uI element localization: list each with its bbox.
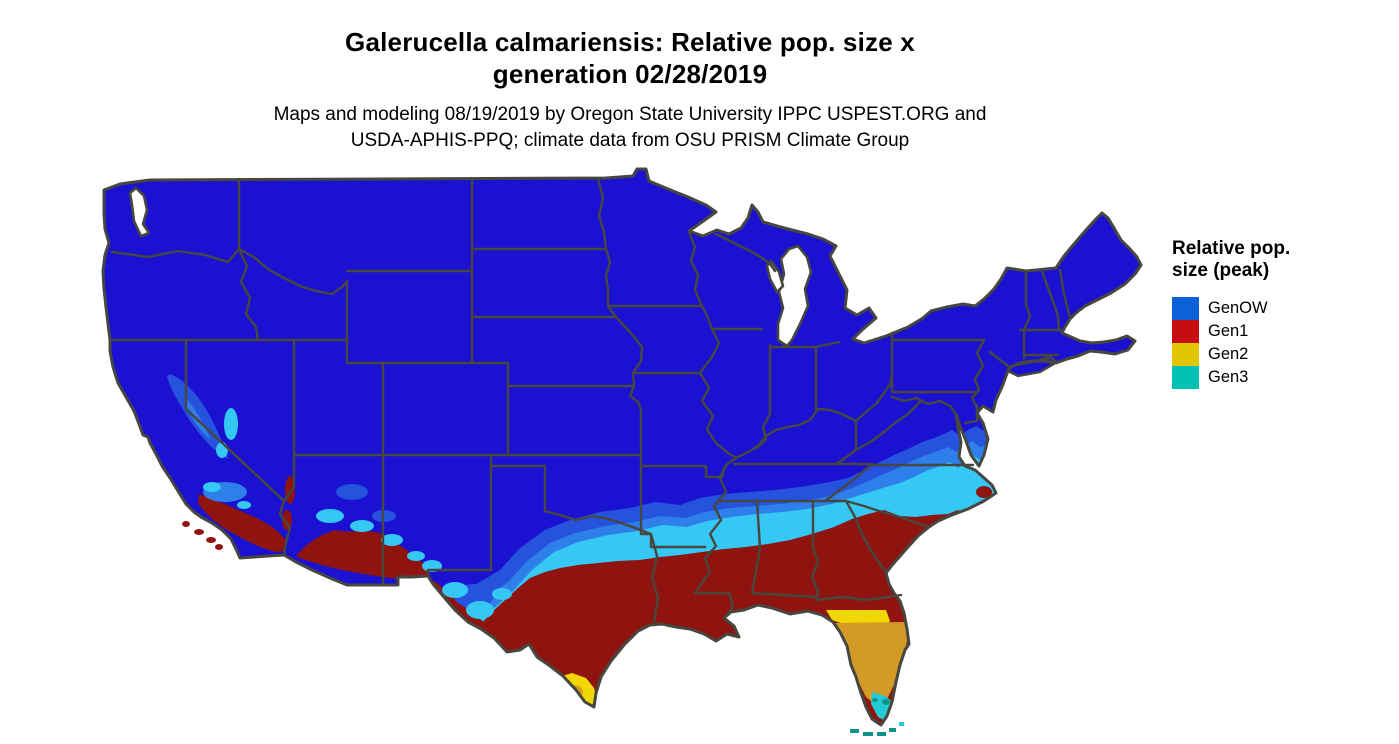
puget-sound — [128, 186, 151, 238]
mogollon-medium-blue — [336, 484, 368, 500]
legend-label-gen1: Gen1 — [1208, 322, 1249, 340]
legend-label-gen3: Gen3 — [1208, 368, 1249, 386]
az-cyan-3 — [381, 534, 403, 546]
legend-label-gen2: Gen2 — [1208, 345, 1249, 363]
page-title: Galerucella calmariensis: Relative pop. … — [0, 26, 1260, 90]
channel-island-4 — [215, 544, 223, 550]
title-line-1: Galerucella calmariensis: Relative pop. … — [345, 27, 915, 57]
wtx-cyan-3 — [492, 588, 512, 600]
az-cyan-2 — [350, 520, 374, 532]
legend-row-gen2: Gen2 — [1172, 343, 1392, 366]
legend-title-line-1: Relative pop. — [1172, 238, 1291, 259]
florida-teal-speck-1 — [882, 699, 890, 705]
legend-swatch-gen2 — [1172, 343, 1199, 366]
florida-key-3 — [877, 732, 886, 736]
map-legend: Relative pop. size (peak) GenOW Gen1 Gen… — [1172, 238, 1392, 389]
legend-swatch-gen3 — [1172, 366, 1199, 389]
legend-title-line-2: size (peak) — [1172, 260, 1270, 281]
florida-key-4 — [889, 728, 896, 732]
subtitle-line-2: USDA-APHIS-PPQ; climate data from OSU PR… — [350, 130, 910, 151]
state-borders — [108, 177, 1072, 623]
legend-row-gen3: Gen3 — [1172, 366, 1392, 389]
band-genow-deep-blue — [103, 169, 1141, 725]
figure-subtitle: Maps and modeling 08/19/2019 by Oregon S… — [0, 102, 1260, 154]
channel-island-3 — [206, 537, 216, 543]
socal-red-blob — [198, 494, 286, 552]
socal-cyan-2 — [237, 501, 251, 509]
legend-swatch-genow — [1172, 297, 1199, 320]
legend-row-genow: GenOW — [1172, 297, 1392, 320]
wtx-cyan-1 — [442, 582, 468, 598]
outer-banks-red — [976, 486, 992, 498]
green-bay — [765, 259, 785, 294]
lake-michigan — [776, 244, 813, 348]
channel-island-2 — [194, 529, 204, 535]
legend-label-genow: GenOW — [1208, 299, 1268, 317]
legend-items: GenOW Gen1 Gen2 Gen3 — [1172, 297, 1392, 389]
sierra-cyan — [224, 408, 238, 440]
lakes — [128, 186, 813, 348]
legend-swatch-gen1 — [1172, 320, 1199, 343]
florida-teal-speck-3 — [872, 698, 878, 702]
colorado-river-red-2 — [282, 510, 292, 530]
central-valley-bright — [186, 398, 211, 440]
wtx-cyan-2 — [466, 601, 494, 619]
legend-row-gen1: Gen1 — [1172, 320, 1392, 343]
florida-key-2 — [863, 732, 873, 736]
subtitle-line-1: Maps and modeling 08/19/2019 by Oregon S… — [273, 104, 987, 125]
florida-key-1 — [850, 729, 859, 733]
legend-title: Relative pop. size (peak) — [1172, 238, 1392, 282]
figure-header: Galerucella calmariensis: Relative pop. … — [0, 0, 1260, 154]
us-outline — [101, 167, 1143, 727]
title-line-2: generation 02/28/2019 — [492, 59, 768, 89]
channel-island-1 — [182, 521, 190, 527]
nm-cyan-1 — [407, 551, 425, 561]
socal-cyan — [203, 482, 221, 492]
az-cyan-1 — [316, 509, 344, 523]
florida-gold-peninsula — [834, 622, 907, 707]
florida-key-5 — [899, 722, 904, 726]
map-fill-layers — [103, 169, 1141, 725]
